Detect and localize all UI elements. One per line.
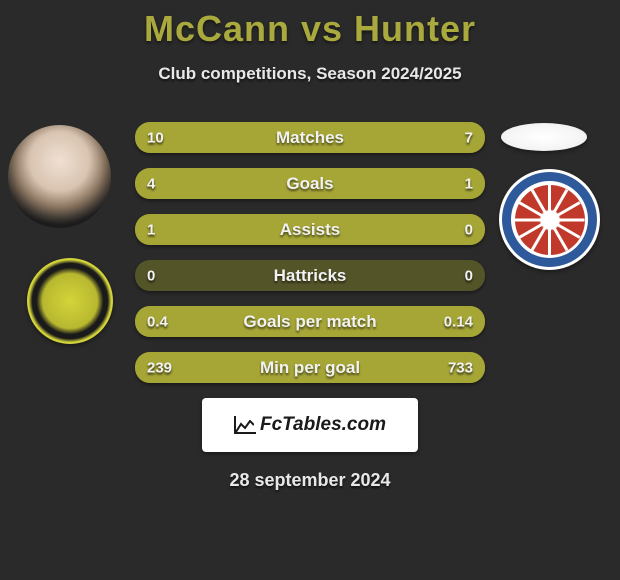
stat-left-value: 1 [147, 221, 155, 238]
stat-label: Assists [280, 220, 340, 240]
stat-label: Goals [286, 174, 333, 194]
stat-right-value: 7 [465, 129, 473, 146]
stat-row: 4 Goals 1 [135, 168, 485, 199]
brand-text: FcTables.com [260, 414, 386, 436]
stat-label: Goals per match [243, 312, 376, 332]
player-avatar-right [501, 123, 587, 151]
stat-right-value: 0 [465, 267, 473, 284]
stat-left-value: 0.4 [147, 313, 168, 330]
club-badge-left [27, 258, 113, 344]
player-avatar-left [8, 125, 111, 228]
chart-icon [234, 416, 256, 434]
date-text: 28 september 2024 [0, 470, 620, 491]
stat-right-value: 0.14 [444, 313, 473, 330]
stat-row: 239 Min per goal 733 [135, 352, 485, 383]
club-badge-right [499, 169, 600, 270]
stat-left-value: 0 [147, 267, 155, 284]
stat-label: Hattricks [274, 266, 347, 286]
stat-right-value: 1 [465, 175, 473, 192]
stat-right-value: 0 [465, 221, 473, 238]
stat-row: 1 Assists 0 [135, 214, 485, 245]
stat-right-value: 733 [448, 359, 473, 376]
stat-label: Matches [276, 128, 344, 148]
stats-bars: 10 Matches 7 4 Goals 1 1 Assists 0 0 Hattricks 0 0.4… [135, 122, 485, 383]
stat-left-value: 10 [147, 129, 164, 146]
stat-left-value: 4 [147, 175, 155, 192]
stat-row: 0 Hattricks 0 [135, 260, 485, 291]
stat-label: Min per goal [260, 358, 360, 378]
stat-left-value: 239 [147, 359, 172, 376]
stat-row: 0.4 Goals per match 0.14 [135, 306, 485, 337]
brand-badge: FcTables.com [202, 398, 418, 452]
subtitle: Club competitions, Season 2024/2025 [0, 64, 620, 84]
page-title: McCann vs Hunter [0, 0, 620, 50]
stat-row: 10 Matches 7 [135, 122, 485, 153]
